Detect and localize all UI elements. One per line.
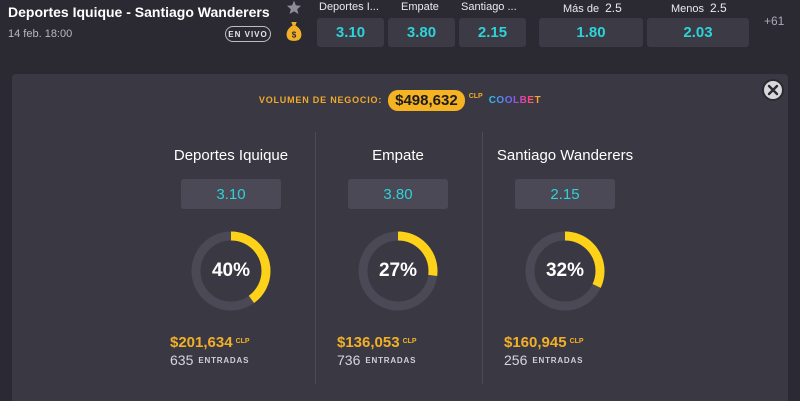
coolbet-logo: COOLBET <box>489 95 541 106</box>
percentage-label: 27% <box>378 260 418 281</box>
odd-button-draw[interactable]: 3.80 <box>388 18 455 47</box>
outcome-odd-button[interactable]: 3.80 <box>348 179 448 209</box>
odds-header-under-label: Menos <box>671 3 705 15</box>
volume-label: VOLUMEN DE NEGOCIO: <box>258 95 383 105</box>
volume-amount: $498,632 <box>388 89 465 111</box>
donut-fill-arc <box>191 231 271 311</box>
percentage-label: 40% <box>211 260 251 281</box>
star-icon[interactable] <box>286 0 302 14</box>
outcome-amount: $160,945 CLP <box>504 334 584 351</box>
outcome-entries: 635 ENTRADAS <box>170 352 249 368</box>
outcome-entries: 256 ENTRADAS <box>504 352 583 368</box>
odds-header-home: Deportes I... <box>319 1 379 13</box>
percentage-donut <box>358 231 438 311</box>
outcome-name: Santiago Wanderers <box>496 147 634 164</box>
outcome-entries-label: ENTRADAS <box>198 356 250 365</box>
odd-button-away[interactable]: 2.15 <box>459 18 526 47</box>
match-row[interactable]: Deportes Iquique - Santiago Wanderers 14… <box>0 0 800 56</box>
odds-header-away: Santiago ... <box>461 1 517 13</box>
outcome-name: Deportes Iquique <box>173 147 289 164</box>
odds-header-over-label: Más de <box>563 3 600 15</box>
more-markets-link[interactable]: +61 <box>764 14 785 28</box>
outcome-amount-value: $201,634 <box>170 334 233 351</box>
outcome-currency: CLP <box>569 338 584 345</box>
percentage-donut <box>191 231 271 311</box>
odds-header-under-line: 2.5 <box>710 1 727 15</box>
close-button[interactable] <box>762 79 784 101</box>
outcome-entries-label: ENTRADAS <box>365 356 417 365</box>
percentage-label: 32% <box>545 260 585 281</box>
outcome-entries: 736 ENTRADAS <box>337 352 416 368</box>
odds-header-over: Más de 2.5 <box>563 1 622 15</box>
outcome-amount: $201,634 CLP <box>170 334 250 351</box>
outcome-entries-count: 635 <box>170 352 194 368</box>
close-icon <box>767 84 779 96</box>
donut-fill-arc <box>525 231 605 311</box>
column-divider <box>482 132 483 384</box>
column-divider <box>315 132 316 384</box>
outcome-amount-value: $160,945 <box>504 334 567 351</box>
outcome-entries-label: ENTRADAS <box>532 356 584 365</box>
percentage-donut <box>525 231 605 311</box>
donut-fill-arc <box>358 231 438 311</box>
live-badge: EN VIVO <box>225 26 271 42</box>
odds-header-over-line: 2.5 <box>605 1 622 15</box>
money-bag-icon: $ <box>286 22 302 41</box>
odds-header-under: Menos 2.5 <box>671 1 727 15</box>
odd-button-home[interactable]: 3.10 <box>317 18 384 47</box>
match-title[interactable]: Deportes Iquique - Santiago Wanderers <box>8 4 270 20</box>
outcome-amount-value: $136,053 <box>337 334 400 351</box>
volume-currency: CLP <box>468 93 483 100</box>
outcome-entries-count: 256 <box>504 352 528 368</box>
odd-button-over[interactable]: 1.80 <box>539 18 643 47</box>
outcome-odd-button[interactable]: 2.15 <box>515 179 615 209</box>
outcome-currency: CLP <box>402 338 417 345</box>
odds-header-draw: Empate <box>401 1 439 13</box>
coolbet-logo-text: COOLBET <box>488 94 542 106</box>
outcome-odd-button[interactable]: 3.10 <box>181 179 281 209</box>
outcome-entries-count: 736 <box>337 352 361 368</box>
volume-row: VOLUMEN DE NEGOCIO: $498,632 CLP COOLBET <box>0 89 800 111</box>
odd-button-under[interactable]: 2.03 <box>647 18 749 47</box>
outcome-amount: $136,053 CLP <box>337 334 417 351</box>
outcome-currency: CLP <box>235 338 250 345</box>
svg-text:$: $ <box>292 30 297 39</box>
match-date: 14 feb. 18:00 <box>8 28 73 40</box>
outcome-name: Empate <box>372 147 424 164</box>
